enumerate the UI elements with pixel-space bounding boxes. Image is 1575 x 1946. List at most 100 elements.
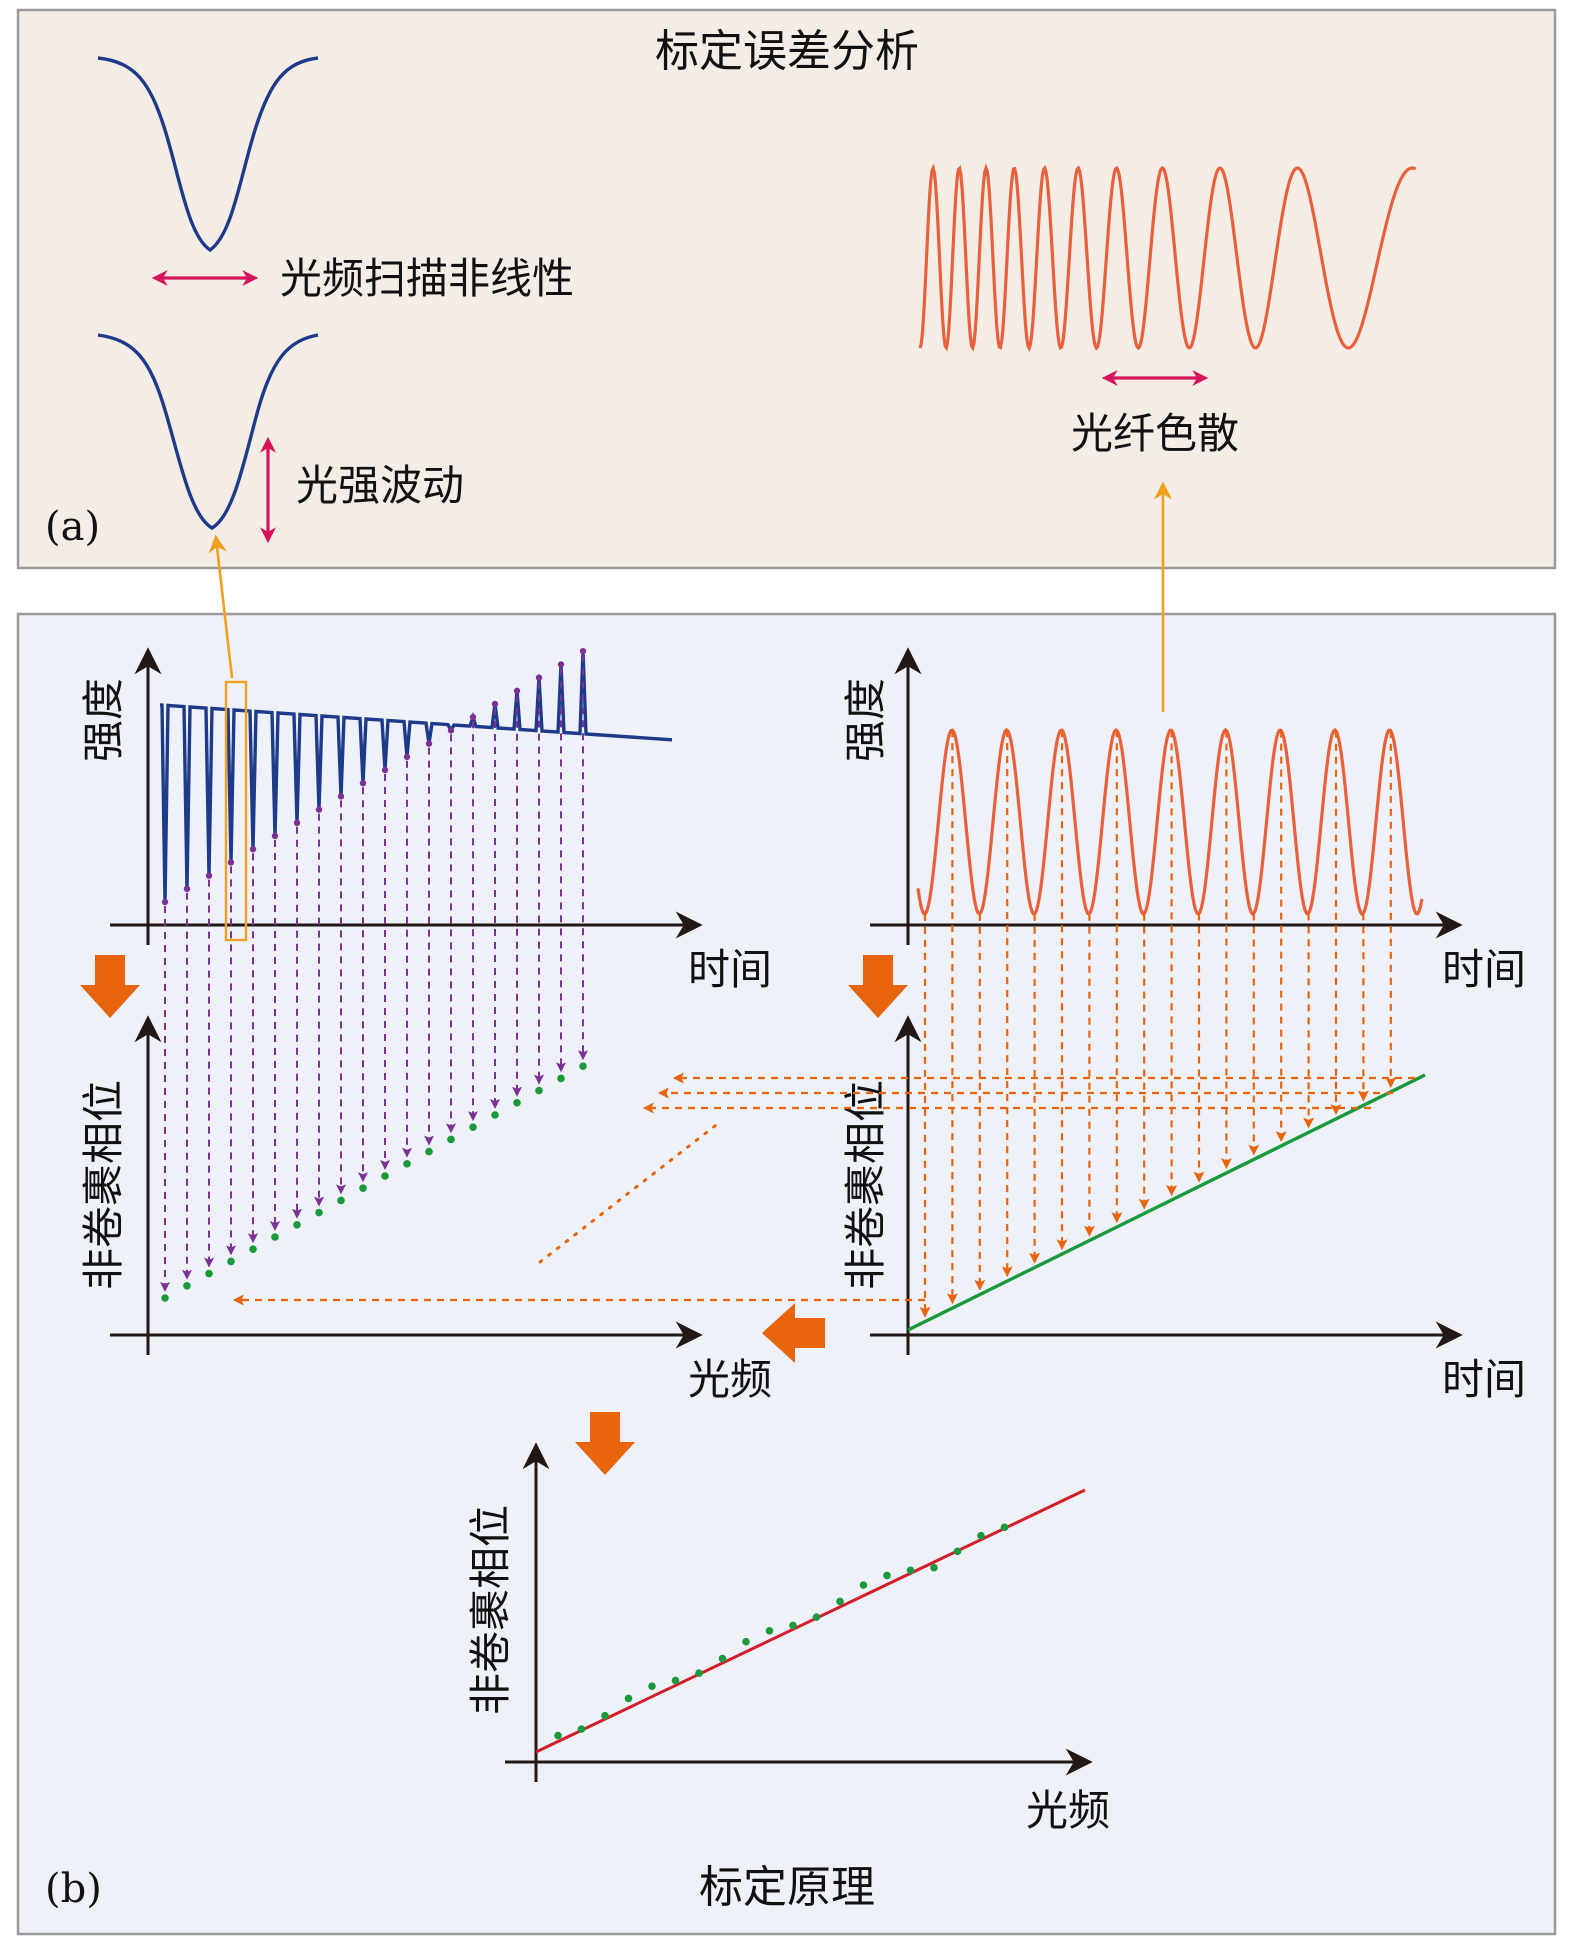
phase-point xyxy=(812,1613,821,1621)
plot-top-right: 强度 时间 xyxy=(841,647,1526,994)
dip-minimum-point xyxy=(227,859,235,866)
phase-point xyxy=(249,1245,257,1253)
panel-b: 标定原理 (b) 强度 时间 强度 时间 非卷裹相位 光频 xyxy=(16,481,1557,1936)
phase-point xyxy=(271,1233,279,1241)
plot-ml-ylabel: 非卷裹相位 xyxy=(79,1080,128,1290)
dip-minimum-point xyxy=(271,832,279,840)
dip-minimum-point xyxy=(337,793,345,800)
dip-minimum-point xyxy=(513,687,521,694)
phase-point xyxy=(930,1563,938,1572)
plot-bot-ylabel: 非卷裹相位 xyxy=(466,1505,515,1715)
projection-lines-left xyxy=(160,648,588,1292)
plot-tr-xlabel: 时间 xyxy=(1442,945,1526,994)
dip-minimum-point xyxy=(205,872,213,879)
interference-trace xyxy=(916,727,1424,917)
panel-b-tag: (b) xyxy=(45,1866,102,1912)
ellipsis-dots xyxy=(538,1120,722,1264)
dip-minimum-point xyxy=(161,898,169,906)
plot-tl-ylabel: 强度 xyxy=(79,678,128,762)
phase-point xyxy=(337,1196,345,1205)
highlight-box xyxy=(224,680,248,942)
chirped-interference-curve xyxy=(918,163,1417,352)
linear-phase-line xyxy=(907,1073,1426,1332)
plot-middle-left: 非卷裹相位 光频 xyxy=(79,1015,772,1404)
phase-point xyxy=(718,1654,727,1663)
dip-minimum-point xyxy=(293,819,301,826)
dip-curve-lower xyxy=(97,333,319,530)
horizontal-transfer-arrows xyxy=(232,1072,1415,1306)
flow-arrow-down-icon-1 xyxy=(80,955,140,1018)
dip-minimum-point xyxy=(535,674,543,681)
dip-minimum-point xyxy=(557,661,565,668)
projection-lines-right xyxy=(919,730,1397,1318)
plot-bot-xlabel: 光频 xyxy=(1026,1786,1110,1835)
phase-point xyxy=(577,1725,586,1733)
phase-point xyxy=(381,1172,389,1180)
phase-point xyxy=(227,1257,235,1266)
phase-point xyxy=(789,1621,797,1630)
dip-minimum-point xyxy=(579,648,587,655)
plot-middle-right: 非卷裹相位 时间 xyxy=(232,730,1526,1404)
panel-b-background xyxy=(16,612,1557,1936)
phase-point xyxy=(977,1531,985,1540)
phase-point xyxy=(765,1626,774,1635)
phase-point xyxy=(403,1160,411,1168)
phase-point xyxy=(695,1669,703,1678)
phase-point xyxy=(535,1086,543,1095)
phase-point xyxy=(859,1581,868,1589)
phase-point xyxy=(601,1711,609,1720)
panel-a-background xyxy=(16,8,1557,570)
phase-point xyxy=(579,1062,587,1070)
dip-train-trace xyxy=(159,651,673,903)
dip-minimum-point xyxy=(381,766,389,774)
phase-point xyxy=(742,1637,750,1646)
dip-minimum-point xyxy=(249,846,257,853)
phase-point xyxy=(671,1676,680,1685)
phase-point xyxy=(557,1074,565,1083)
phase-point xyxy=(293,1221,301,1229)
plot-top-left: 强度 时间 xyxy=(79,647,772,1292)
phase-point xyxy=(469,1123,477,1131)
dip-minimum-point xyxy=(469,714,477,721)
guide-arrow-left xyxy=(208,534,234,679)
phase-point xyxy=(953,1547,962,1556)
label-nonlinear: 光频扫描非线性 xyxy=(280,254,574,303)
plot-tr-ylabel: 强度 xyxy=(841,678,890,762)
panel-a-tag: (a) xyxy=(45,504,100,550)
flow-arrow-down-icon-2 xyxy=(848,955,908,1018)
phase-point xyxy=(513,1099,521,1107)
plot-tl-xlabel: 时间 xyxy=(688,945,772,994)
phase-point xyxy=(359,1184,367,1192)
dip-minimum-point xyxy=(403,753,411,760)
plot-ml-xlabel: 光频 xyxy=(688,1355,772,1404)
dip-minimum-point xyxy=(359,780,367,787)
flow-arrow-down-icon-3 xyxy=(575,1412,635,1475)
panel-b-title: 标定原理 xyxy=(699,1862,875,1913)
phase-point xyxy=(836,1597,844,1606)
phase-point xyxy=(554,1731,562,1740)
phase-point xyxy=(183,1282,191,1290)
dip-minimum-point xyxy=(447,727,455,734)
label-intensity: 光强波动 xyxy=(296,461,464,510)
phase-point xyxy=(1000,1523,1009,1532)
panel-a: 标定误差分析 (a) 光频扫描非线性 光强波动 光纤色散 xyxy=(16,8,1557,570)
phase-point xyxy=(883,1571,891,1580)
dip-minimum-point xyxy=(183,885,191,892)
phase-point xyxy=(491,1111,499,1119)
phase-point xyxy=(161,1294,169,1302)
ellipsis-dots-line xyxy=(538,1120,722,1264)
label-dispersion: 光纤色散 xyxy=(1071,409,1239,458)
phase-point xyxy=(648,1682,656,1691)
panel-a-title: 标定误差分析 xyxy=(655,26,919,77)
phase-point xyxy=(624,1694,633,1703)
phase-point xyxy=(906,1566,915,1575)
plot-bottom: 非卷裹相位 光频 xyxy=(466,1442,1110,1835)
dip-minimum-point xyxy=(315,806,323,813)
dip-curve-upper xyxy=(97,56,319,253)
phase-points-left xyxy=(161,1062,587,1302)
flow-arrows xyxy=(80,955,908,1475)
dip-minimum-point xyxy=(491,700,499,708)
plot-mr-ylabel: 非卷裹相位 xyxy=(841,1080,890,1290)
flow-arrow-left-icon xyxy=(762,1303,825,1363)
